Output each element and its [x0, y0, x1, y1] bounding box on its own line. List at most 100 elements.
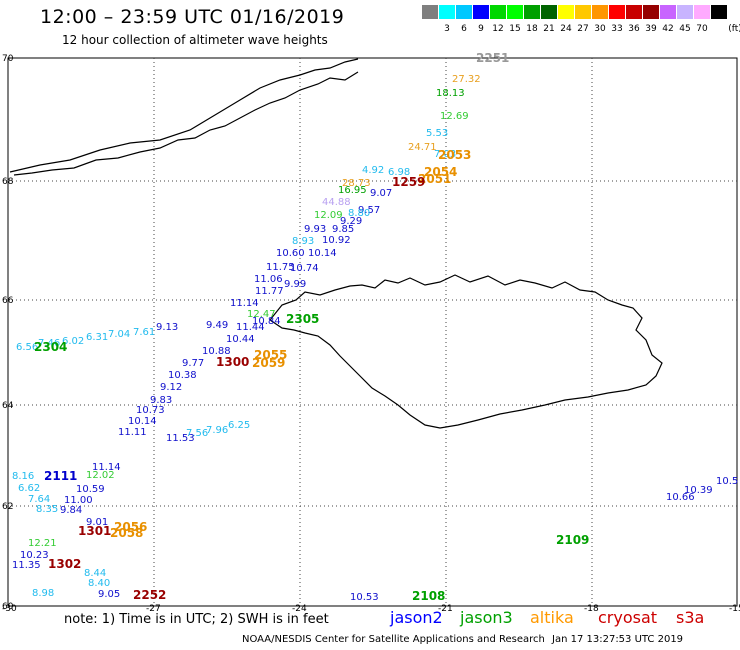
- wave-height-label: 8.93: [292, 236, 314, 247]
- generation-timestamp: Jan 17 13:27:53 UTC 2019: [552, 634, 684, 645]
- legend-label: 45: [679, 24, 691, 34]
- wave-height-label: 10.73: [136, 405, 165, 416]
- wave-height-label: 8.98: [32, 588, 54, 599]
- wave-height-label: 10.5: [716, 476, 738, 487]
- wave-height-label: 9.99: [284, 279, 306, 290]
- wave-height-label: 10.84: [252, 316, 281, 327]
- wave-height-label: 12.47: [247, 309, 276, 320]
- pass-time-label: 1302: [48, 557, 81, 571]
- legend-swatch: [558, 5, 574, 19]
- wave-height-label: 44.88: [322, 197, 351, 208]
- wave-height-label: 7.96: [206, 425, 228, 436]
- y-tick-label: 62: [2, 502, 13, 512]
- satellite-name-altika: altika: [530, 608, 574, 627]
- wave-height-label: 9.84: [60, 505, 82, 516]
- legend-swatch: [541, 5, 557, 19]
- wave-height-label: 9.12: [160, 382, 182, 393]
- satellite-name-jason3: jason3: [460, 608, 513, 627]
- pass-time-label: 2058: [110, 526, 143, 540]
- wave-height-label: 8.16: [12, 471, 34, 482]
- legend-label: 15: [509, 24, 521, 34]
- wave-height-label: 9.01: [86, 517, 108, 528]
- wave-height-label: 8.40: [88, 578, 110, 589]
- legend-label: 27: [577, 24, 589, 34]
- wave-height-label: 11.53: [166, 433, 195, 444]
- legend-swatch: [422, 5, 438, 19]
- legend-swatch: [609, 5, 625, 19]
- wave-height-label: 4.92: [362, 165, 384, 176]
- wave-height-label: 6.98: [388, 167, 410, 178]
- legend-swatch: [592, 5, 608, 19]
- coastlines: [9, 58, 663, 429]
- y-tick-label: 60: [2, 602, 14, 612]
- x-tick-label: -21: [438, 604, 453, 614]
- legend-swatch: [524, 5, 540, 19]
- wave-height-label: 9.49: [206, 320, 228, 331]
- legend-swatch: [711, 5, 727, 19]
- pass-time-label: 2305: [286, 312, 319, 326]
- legend-swatch: [439, 5, 455, 19]
- legend-label: 36: [628, 24, 640, 34]
- wave-height-label: 10.88: [202, 346, 231, 357]
- legend-swatch: [626, 5, 642, 19]
- legend-label: 21: [543, 24, 555, 34]
- x-tick-label: -30: [2, 604, 17, 614]
- satellite-name-jason2: jason2: [390, 608, 443, 627]
- map-title: 12:00 – 23:59 UTC 01/16/2019: [40, 6, 345, 28]
- legend-swatch: [456, 5, 472, 19]
- map-frame: [7, 57, 738, 607]
- wave-height-label: 10.23: [20, 550, 49, 561]
- wave-height-label: 9.85: [332, 224, 354, 235]
- footnote: note: 1) Time is in UTC; 2) SWH is in fe…: [64, 612, 329, 627]
- x-tick-label: -27: [146, 604, 161, 614]
- wave-height-label: 11.35: [12, 560, 41, 571]
- pass-time-label: 2054: [424, 165, 457, 179]
- y-tick-label: 64: [2, 401, 14, 411]
- wave-height-label: 11.00: [64, 495, 93, 506]
- wave-height-label: 5.53: [426, 128, 448, 139]
- pass-time-label: 2055: [254, 348, 287, 362]
- wave-height-label: 27.32: [452, 74, 481, 85]
- wave-height-label: 7.03: [434, 149, 456, 160]
- wave-height-label: 7.61: [133, 327, 155, 338]
- wave-height-label: 10.14: [128, 416, 157, 427]
- credit-line: NOAA/NESDIS Center for Satellite Applica…: [242, 634, 545, 645]
- wave-height-label: 9.29: [340, 216, 362, 227]
- legend-label: 6: [461, 24, 467, 34]
- greenland-coast-inner: [13, 71, 359, 176]
- wave-height-label: 9.83: [150, 395, 172, 406]
- pass-time-label: 1300: [216, 355, 249, 369]
- pass-time-label: 2252: [133, 588, 166, 602]
- wave-height-label: 11.44: [236, 322, 265, 333]
- pass-time-label: 2051: [418, 172, 451, 186]
- wave-height-label: 9.13: [156, 322, 178, 333]
- wave-height-label: 11.06: [254, 274, 283, 285]
- y-tick-label: 66: [2, 296, 14, 306]
- x-tick-label: -15: [729, 604, 740, 614]
- map-gridlines: -30 -27 -24 -21 -18 -15 70 68 66 64 62 60: [2, 54, 740, 614]
- wave-height-label: 10.66: [666, 492, 695, 503]
- map-subtitle: 12 hour collection of altimeter wave hei…: [62, 33, 328, 47]
- wave-height-label: 11.14: [92, 462, 121, 473]
- wave-height-label: 6.02: [62, 336, 84, 347]
- legend-label: 3: [444, 24, 450, 34]
- wave-height-label: 11.77: [255, 286, 284, 297]
- wave-height-label: 8.80: [348, 208, 370, 219]
- wave-height-label: 7.46: [38, 338, 60, 349]
- wave-height-label: 10.44: [226, 334, 255, 345]
- wave-height-label: 9.05: [98, 589, 120, 600]
- wave-height-label: 12.21: [28, 538, 57, 549]
- wave-height-label: 6.31: [86, 332, 108, 343]
- iceland-coast: [269, 274, 663, 429]
- pass-time-label: 2304: [34, 340, 67, 354]
- wave-height-label: 10.39: [684, 485, 713, 496]
- wave-height-label: 18.13: [436, 88, 465, 99]
- wave-height-label: 6.56: [16, 342, 38, 353]
- wave-height-label: 16.95: [338, 185, 367, 196]
- pass-time-label: 1301: [78, 524, 111, 538]
- legend-unit: (ft): [728, 24, 740, 34]
- wave-height-label: 10.92: [322, 235, 351, 246]
- wave-height-label: 9.77: [182, 358, 204, 369]
- pass-time-label: 2056: [114, 520, 147, 534]
